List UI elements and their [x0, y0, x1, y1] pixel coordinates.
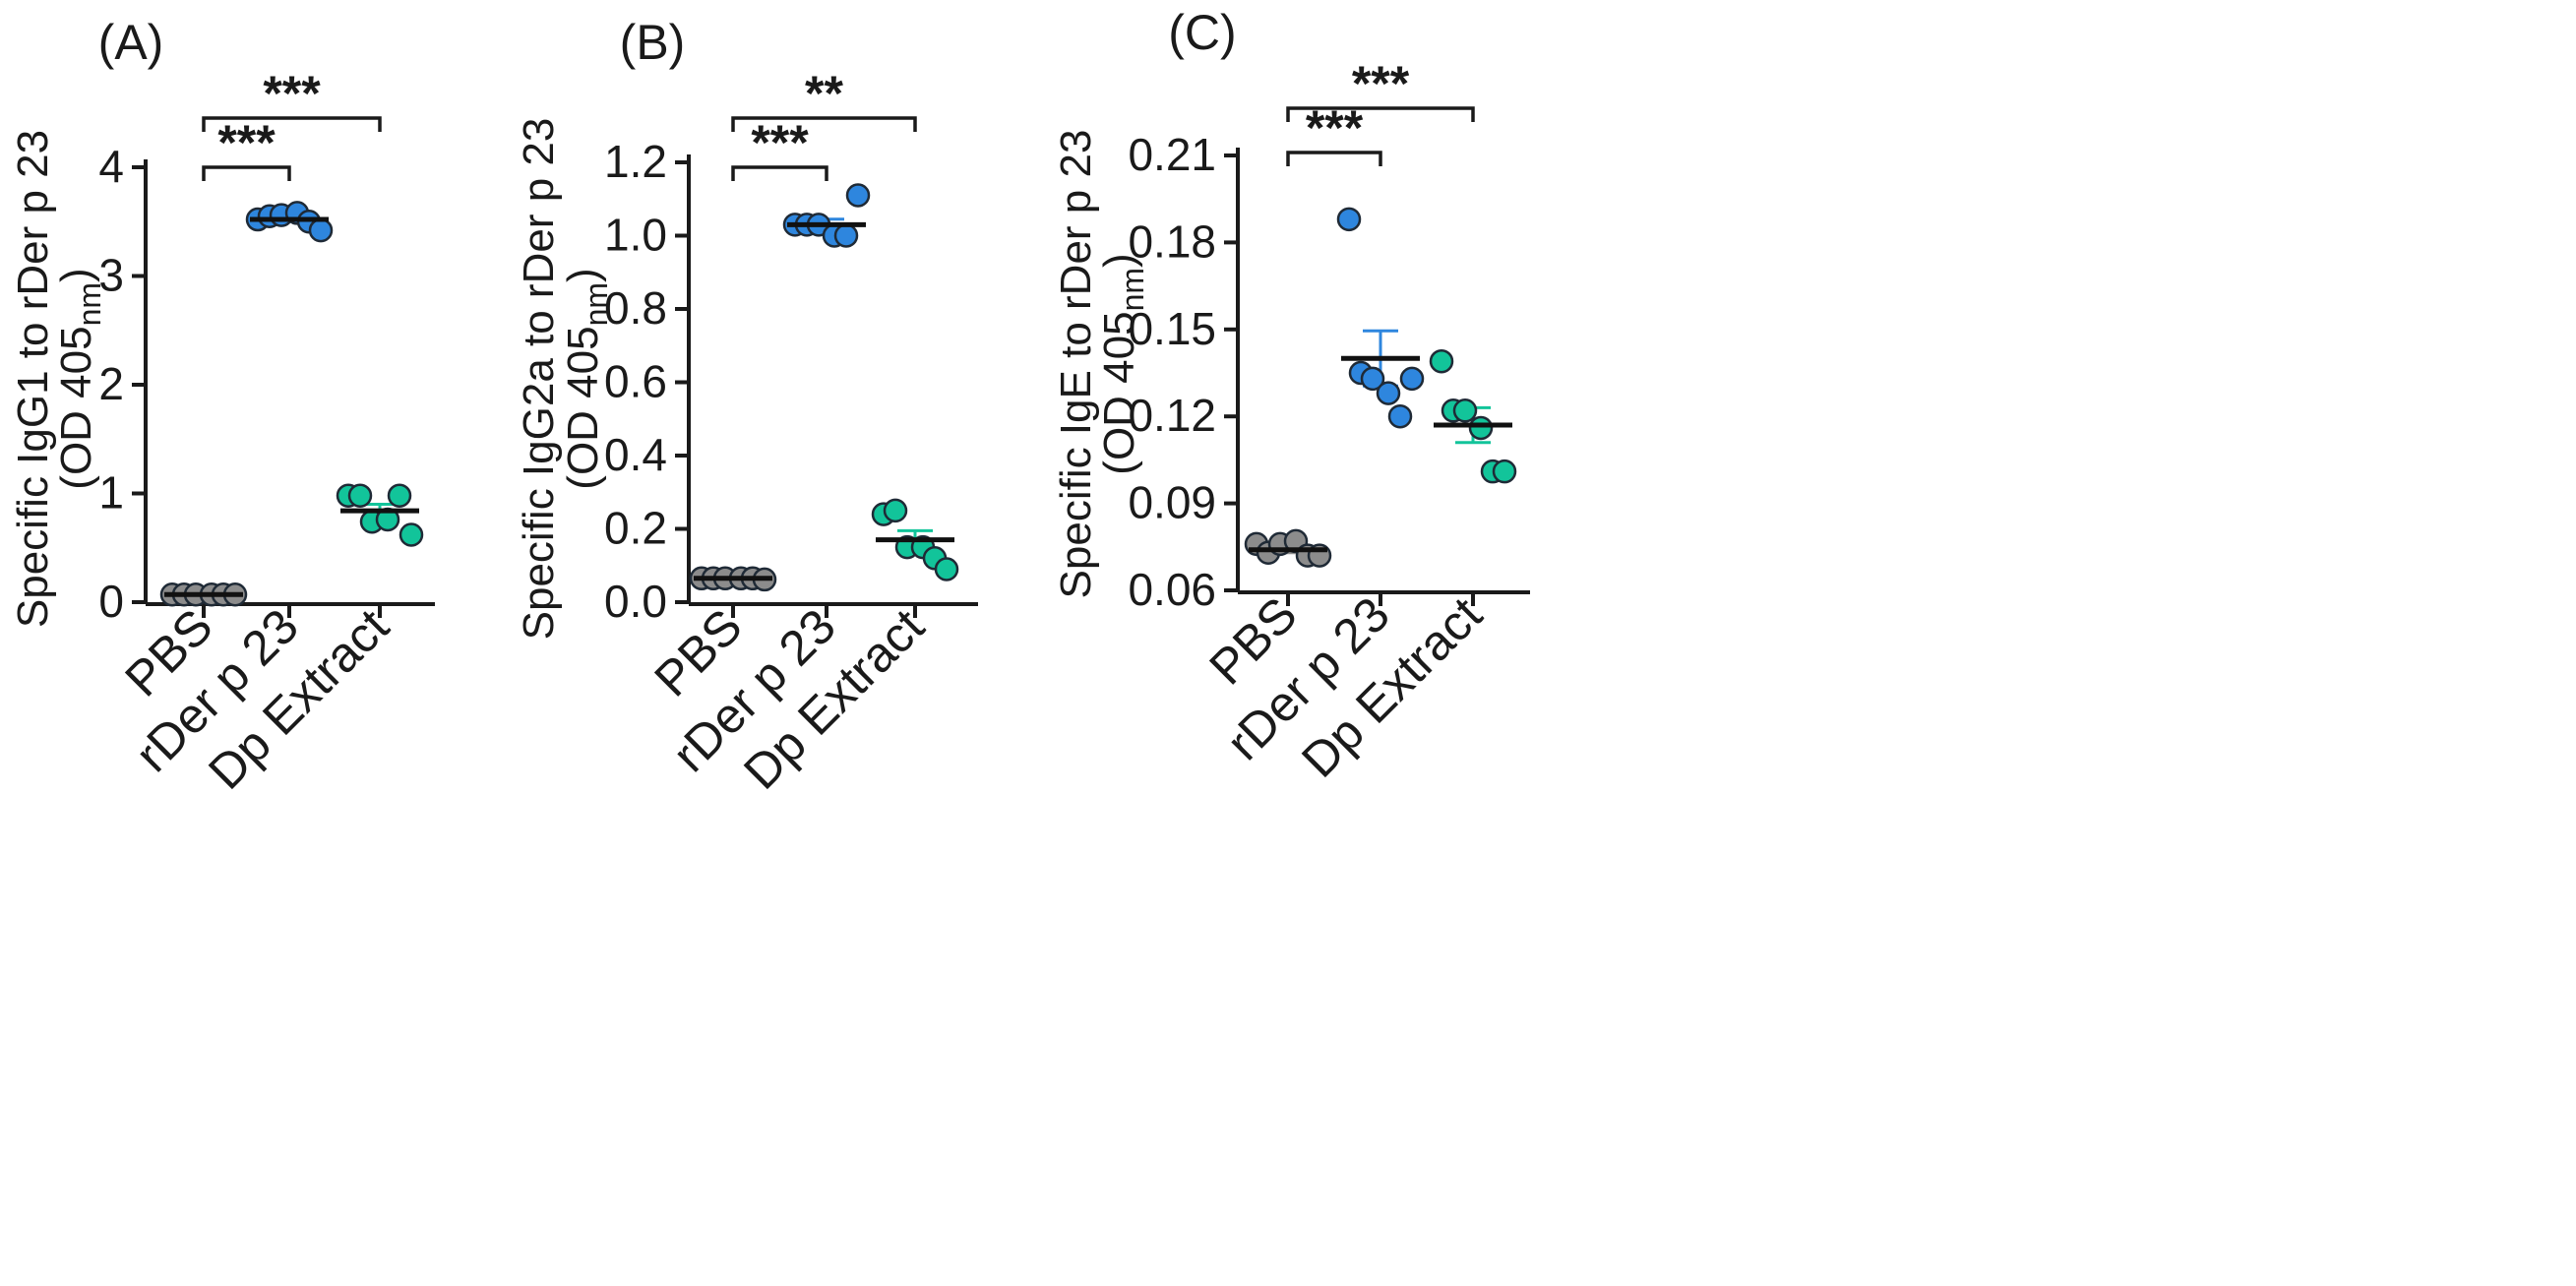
data-point [934, 557, 959, 582]
y-tick-label: 0 [98, 576, 124, 627]
y-tick-label: 0.09 [1128, 477, 1216, 528]
group-pbs [689, 566, 777, 592]
y-tick-label: 2 [98, 358, 124, 409]
significance-label: *** [1352, 56, 1410, 111]
significance-label: *** [751, 115, 809, 170]
significance-bracket [731, 165, 828, 181]
group-rder-p-23 [782, 183, 871, 248]
data-point [347, 483, 373, 508]
y-tick-label: 0.18 [1128, 215, 1216, 267]
data-point [833, 223, 859, 248]
y-tick-label: 0.21 [1128, 129, 1216, 180]
panel-label: (A) [98, 15, 164, 70]
group-rder-p-23 [1336, 207, 1425, 429]
data-point [845, 183, 871, 208]
y-tick-label: 0.6 [604, 356, 667, 407]
group-dp-extract [1429, 348, 1517, 484]
panel-label: (C) [1168, 5, 1236, 60]
group-pbs [1244, 528, 1332, 568]
y-axis-label: Specific IgG2a to rDer p 23 [515, 118, 563, 641]
data-point [1492, 459, 1517, 484]
significance-bracket [1286, 151, 1382, 166]
y-tick-label: 0.2 [604, 503, 667, 554]
significance-label: *** [217, 115, 276, 170]
y-tick-label: 0.0 [604, 576, 667, 627]
significance-bracket [731, 116, 917, 132]
data-point [1429, 348, 1454, 374]
y-tick-label: 1.2 [604, 136, 667, 187]
significance-label: ** [805, 66, 843, 121]
y-axis-label: Specific IgG1 to rDer p 23 [9, 130, 57, 628]
data-point [1452, 398, 1478, 423]
y-axis-unit-label: (OD 405nm) [1095, 253, 1150, 474]
y-tick-label: 4 [98, 141, 124, 192]
y-tick-label: 0.06 [1128, 564, 1216, 615]
significance-bracket [202, 116, 382, 132]
data-point [387, 483, 412, 508]
significance-bracket [202, 165, 291, 181]
y-tick-label: 0.4 [604, 429, 667, 480]
data-point [1387, 403, 1413, 429]
data-point [308, 217, 334, 243]
data-point [1399, 366, 1425, 392]
data-point [1360, 366, 1385, 392]
significance-bracket [1286, 106, 1475, 122]
group-pbs [159, 582, 248, 607]
data-point [1336, 207, 1362, 232]
group-dp-extract [871, 498, 959, 582]
data-point [399, 522, 424, 547]
group-dp-extract [336, 483, 424, 547]
y-tick-label: 0.8 [604, 282, 667, 334]
y-tick-label: 0.15 [1128, 303, 1216, 354]
y-tick-label: 1 [98, 467, 124, 519]
y-axis-unit-label: (OD 405nm) [52, 268, 107, 489]
panel-label: (B) [620, 15, 686, 70]
y-axis-unit-label: (OD 405nm) [559, 268, 614, 489]
y-tick-label: 1.0 [604, 210, 667, 261]
group-rder-p-23 [245, 201, 334, 243]
y-tick-label: 0.12 [1128, 390, 1216, 441]
significance-label: *** [263, 66, 321, 121]
data-point [1468, 415, 1494, 441]
y-tick-label: 3 [98, 250, 124, 301]
y-axis-label: Specific IgE to rDer p 23 [1052, 130, 1100, 599]
data-point [883, 498, 908, 523]
data-point [1376, 381, 1401, 405]
